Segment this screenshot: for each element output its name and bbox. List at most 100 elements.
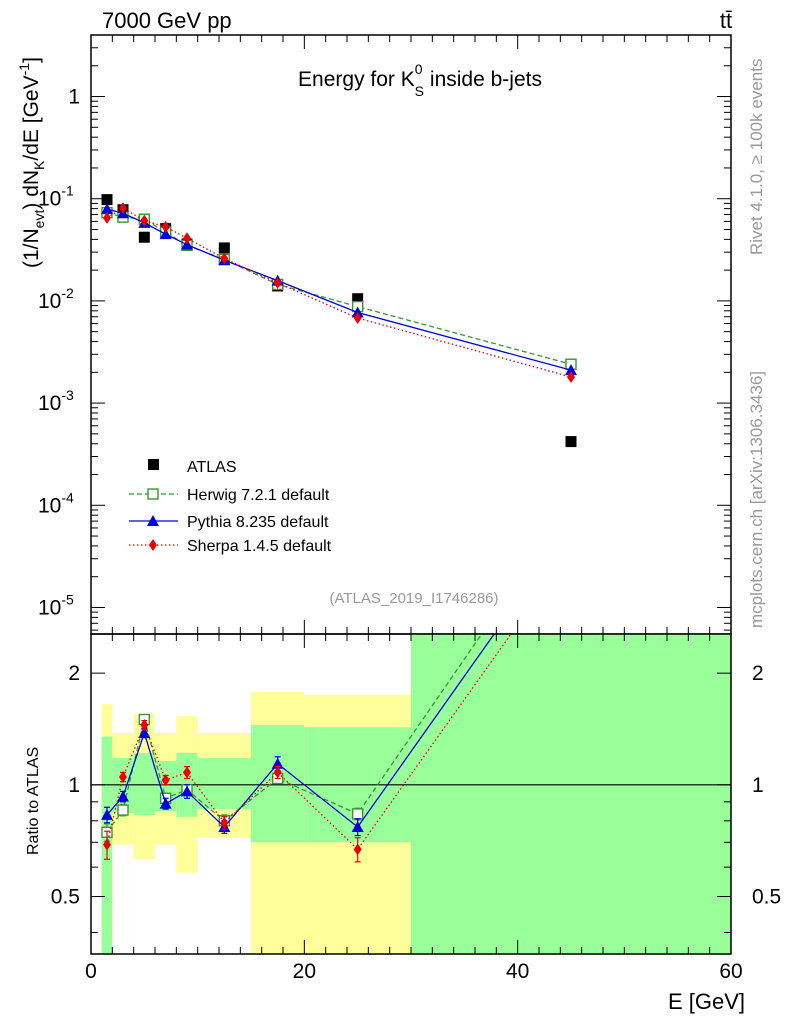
- data-point-pythia: [159, 228, 172, 240]
- legend-label-atlas: ATLAS: [187, 459, 237, 476]
- data-point-atlas: [101, 194, 113, 206]
- ratio-point-sherpa: [103, 838, 111, 851]
- ratio-y-tick-label: 1: [68, 774, 80, 797]
- main-y-tick-exp: -2: [61, 285, 74, 301]
- data-point-sherpa: [161, 220, 170, 233]
- main-y-tick-label: 10-2: [38, 285, 74, 313]
- data-point-sherpa: [273, 276, 282, 289]
- analysis-tag: (ATLAS_2019_I1746286): [329, 590, 498, 607]
- rivet-version-label: Rivet 4.1.0, ≥ 100k events: [747, 59, 766, 255]
- ratio-point-sherpa: [567, 544, 575, 556]
- uncertainty-band-inner: [133, 752, 155, 815]
- ratio-point-sherpa: [353, 843, 362, 856]
- ratio-point-herwig: [351, 808, 364, 820]
- legend-label-herwig: Herwig 7.2.1 default: [187, 487, 330, 504]
- ratio-y-tick-label: 0.5: [51, 886, 80, 909]
- x-tick-label: 0: [85, 960, 97, 983]
- ratio-point-sherpa: [119, 770, 127, 783]
- main-y-tick-base: 1: [68, 86, 80, 109]
- ratio-point-pythia: [271, 757, 284, 769]
- energy-label: 7000 GeV pp: [102, 8, 232, 33]
- ratio-point-sherpa: [161, 774, 170, 787]
- main-y-tick-exp: -4: [61, 489, 74, 505]
- ratio-point-herwig: [117, 804, 129, 816]
- ratio-point-pythia: [351, 820, 364, 832]
- legend-entry-herwig: Herwig 7.2.1 default: [129, 487, 330, 504]
- ratio-plot-content: [91, 499, 731, 954]
- uncertainty-band-inner: [411, 634, 731, 954]
- ratio-point-sherpa: [220, 816, 229, 829]
- ratio-y-tick-label: 2: [68, 662, 80, 685]
- ratio-y-tick-label-right: 0.5: [752, 886, 781, 909]
- main-plot-content: [101, 194, 577, 448]
- data-point-pythia: [351, 306, 364, 318]
- x-tick-label: 40: [506, 960, 529, 983]
- main-y-tick-label: 10-4: [38, 489, 74, 517]
- series-line-herwig: [106, 212, 572, 365]
- main-y-tick-base: 10: [38, 290, 61, 313]
- main-y-tick-label: 1: [68, 86, 80, 109]
- data-point-atlas: [565, 436, 577, 448]
- x-tick-label: 20: [293, 960, 316, 983]
- data-point-pythia: [565, 364, 577, 376]
- main-y-axis-label: (1/Nevt) dNK/dE [GeV-1]: [16, 57, 47, 268]
- data-point-sherpa: [567, 371, 575, 384]
- main-y-tick-base: 10: [38, 188, 61, 211]
- ratio-point-sherpa: [140, 718, 149, 731]
- ratio-point-pythia: [101, 808, 113, 820]
- ratio-point-pythia: [159, 797, 172, 809]
- ratio-y-tick-label-right: 1: [752, 774, 764, 797]
- x-tick-label: 60: [719, 960, 742, 983]
- mcplots-label: mcplots.cern.ch [arXiv:1306.3436]: [747, 371, 766, 628]
- ratio-point-sherpa: [183, 766, 191, 779]
- main-y-tick-exp: -5: [61, 591, 74, 607]
- legend-label-sherpa: Sherpa 1.4.5 default: [187, 538, 332, 555]
- x-axis-label: E [GeV]: [668, 989, 745, 1014]
- data-point-sherpa: [183, 232, 191, 245]
- ratio-y-tick-label-right: 2: [752, 662, 764, 685]
- legend-entry-pythia: Pythia 8.235 default: [129, 514, 329, 531]
- data-point-sherpa: [119, 202, 127, 215]
- main-y-tick-exp: -1: [61, 183, 74, 199]
- series-herwig: [101, 206, 577, 370]
- data-point-atlas: [218, 242, 230, 254]
- series-atlas: [101, 194, 577, 448]
- legend-entry-sherpa: Sherpa 1.4.5 default: [129, 538, 332, 555]
- main-y-tick-base: 10: [38, 494, 61, 517]
- main-y-tick-label: 10-1: [38, 183, 74, 211]
- data-point-pythia: [101, 203, 113, 215]
- data-point-sherpa: [140, 214, 149, 227]
- data-point-atlas: [352, 293, 364, 305]
- ratio-point-herwig: [566, 499, 576, 509]
- uncertainty-band-inner: [112, 758, 134, 813]
- uncertainty-band-inner: [197, 758, 251, 810]
- ratio-point-pythia: [565, 520, 577, 531]
- ratio-x-ticks: 0 20 40 60: [85, 634, 743, 983]
- data-point-sherpa: [103, 211, 111, 224]
- ratio-point-pythia: [181, 785, 193, 797]
- main-x-ticks: [90, 35, 732, 634]
- ratio-point-pythia: [117, 790, 129, 802]
- data-point-sherpa: [220, 252, 229, 265]
- ratio-point-sherpa: [273, 766, 282, 779]
- ratio-panel: 0.5 0.5 1 1 2 2 0 20 40 60 Ratio to ATLAS E [GeV…: [25, 499, 781, 1014]
- ratio-series-sherpa: [103, 544, 575, 863]
- series-line-sherpa: [106, 207, 572, 378]
- legend: ATLAS Herwig 7.2.1 default Pythia 8.235 …: [129, 459, 332, 555]
- data-point-atlas: [138, 231, 150, 243]
- main-y-tick-exp: -3: [61, 387, 74, 403]
- data-point-sherpa: [353, 312, 362, 325]
- main-y-ticks: 10-510-410-310-210-11: [38, 34, 731, 631]
- series-pythia: [101, 203, 577, 376]
- main-y-tick-label: 10-3: [38, 387, 74, 415]
- ratio-y-ticks: 0.5 0.5 1 1 2 2: [51, 662, 781, 933]
- legend-label-pythia: Pythia 8.235 default: [187, 514, 329, 531]
- main-y-tick-base: 10: [38, 392, 61, 415]
- legend-entry-atlas: ATLAS: [148, 459, 237, 476]
- ratio-y-axis-label: Ratio to ATLAS: [25, 747, 42, 855]
- main-y-tick-base: 10: [38, 596, 61, 619]
- ratio-line-sherpa: [106, 634, 512, 851]
